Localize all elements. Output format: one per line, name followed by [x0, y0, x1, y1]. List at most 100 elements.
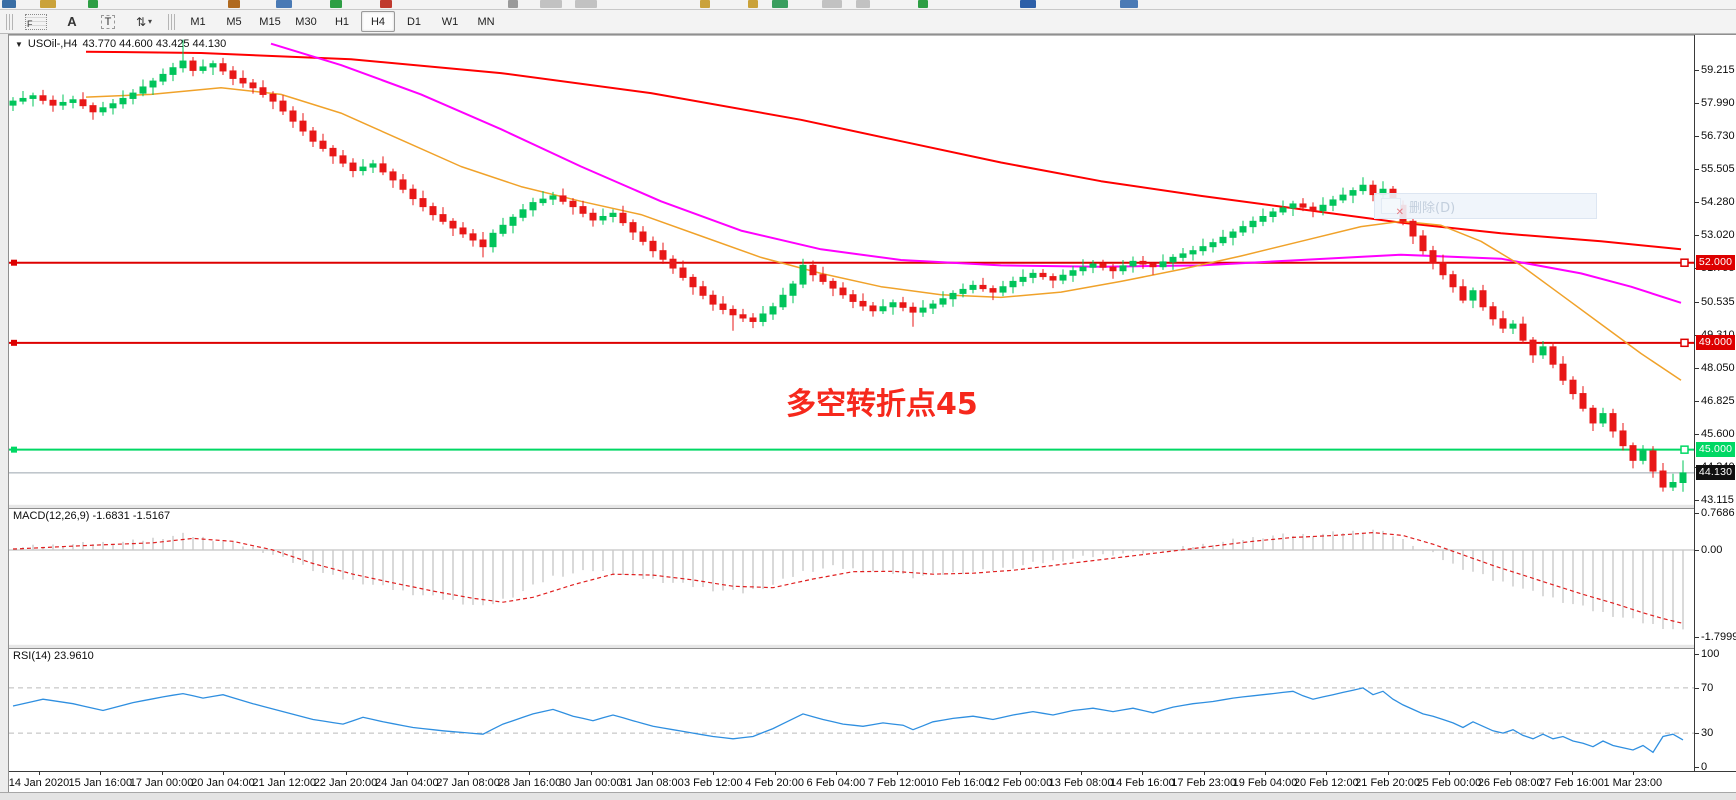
delete-icon [1381, 198, 1404, 218]
time-axis-label: 14 Jan 2020 [8, 777, 70, 789]
time-axis-tick [406, 772, 408, 775]
rsi-chart[interactable] [9, 647, 1694, 771]
time-axis-label: 4 Feb 20:00 [745, 777, 804, 789]
price-axis-border [1694, 35, 1695, 771]
time-axis-tick [529, 772, 531, 775]
price-tick-label: 54.280 [1701, 195, 1735, 208]
price-tick-label: 57.990 [1701, 96, 1735, 109]
axis-tick [1695, 500, 1699, 501]
panel-splitter[interactable] [9, 504, 1736, 509]
time-axis-tick [161, 772, 163, 775]
time-axis-label: 1 Mar 23:00 [1603, 777, 1663, 789]
tf-button-d1[interactable]: D1 [406, 15, 422, 28]
time-axis-label: 3 Feb 12:00 [683, 777, 743, 789]
tf-button-h1[interactable]: H1 [334, 15, 350, 28]
cutoff-toolbar-icon[interactable] [575, 0, 597, 8]
fibonacci-icon[interactable]: F [19, 11, 53, 32]
cutoff-toolbar-icon[interactable] [2, 0, 16, 8]
cutoff-toolbar-icon[interactable] [540, 0, 562, 8]
tf-button-h4[interactable]: H4 [361, 11, 395, 32]
macd-tick-label: 0.7686 [1701, 506, 1735, 519]
current-price-badge: 44.130 [1696, 464, 1735, 480]
cutoff-toolbar-icon[interactable] [508, 0, 518, 8]
toolbar-grip-2[interactable] [168, 13, 176, 30]
price-tick-label: 53.020 [1701, 229, 1735, 242]
cutoff-toolbar-icon[interactable] [856, 0, 870, 8]
macd-label: MACD(12,26,9) -1.6831 -1.5167 [13, 510, 171, 522]
rsi-tick-label: 30 [1701, 727, 1714, 740]
cutoff-toolbar-icon[interactable] [88, 0, 98, 8]
price-tick-label: 45.600 [1701, 427, 1735, 440]
ghost-delete-menu-label: 删除(D) [1409, 200, 1456, 216]
cutoff-toolbar-icon[interactable] [276, 0, 292, 8]
price-chart[interactable] [9, 35, 1694, 504]
axis-tick [1695, 433, 1699, 435]
axis-tick [1695, 687, 1699, 689]
axis-tick [1695, 102, 1699, 104]
chart-title: ▼ USOil-,H4 43.770 44.600 43.425 44.130 [15, 38, 226, 50]
cutoff-toolbar-icon[interactable] [380, 0, 392, 8]
price-tick-label: 56.730 [1701, 130, 1735, 143]
macd-tick-label: -1.7999 [1701, 630, 1736, 643]
toolbar-grip[interactable] [6, 13, 14, 30]
cutoff-toolbar-icon[interactable] [748, 0, 758, 8]
axis-tick [1695, 136, 1699, 138]
time-axis-label: 27 Feb 16:00 [1539, 777, 1604, 789]
time-axis-label: 20 Feb 12:00 [1293, 777, 1359, 789]
time-axis-tick [1081, 772, 1083, 775]
chevron-down-icon[interactable]: ▼ [15, 39, 23, 49]
price-axis[interactable]: 59.21557.99056.73055.50554.28053.02051.7… [1695, 35, 1736, 773]
time-axis-tick [1632, 772, 1634, 775]
time-axis-tick [468, 772, 470, 775]
label-icon: T [100, 14, 116, 29]
time-axis-tick [835, 772, 837, 775]
chart-annotation-text[interactable]: 多空转折点45 [786, 387, 978, 422]
time-axis[interactable]: 14 Jan 2020 15 Jan 16:00 17 Jan 00:00 20 Ja… [9, 771, 1736, 794]
arrows-dropdown-button[interactable]: ⇅ ▾ [127, 11, 161, 32]
time-axis-label: 12 Feb 00:00 [987, 777, 1053, 789]
cutoff-toolbar-icon[interactable] [228, 0, 240, 8]
time-axis-tick [713, 772, 715, 775]
time-axis-tick [345, 772, 347, 775]
axis-tick [1695, 767, 1699, 768]
cutoff-toolbar-icon[interactable] [40, 0, 56, 8]
tf-button-m15[interactable]: M15 [259, 15, 281, 28]
tf-button-m5[interactable]: M5 [226, 15, 242, 28]
tf-button-mn[interactable]: MN [477, 15, 495, 28]
tf-button-w1[interactable]: W1 [441, 15, 459, 28]
time-axis-label: 6 Feb 04:00 [806, 777, 866, 789]
price-tick-label: 59.215 [1701, 64, 1735, 76]
time-axis-label: 19 Feb 04:00 [1232, 777, 1298, 789]
time-axis-label: 13 Feb 08:00 [1048, 777, 1114, 789]
cutoff-toolbar-icon[interactable] [822, 0, 842, 8]
time-axis-tick [1571, 772, 1573, 775]
price-tick-label: 55.505 [1701, 163, 1735, 176]
toolbar-top-cutoff-strip [0, 0, 1736, 10]
arrows-icon: ⇅ [135, 14, 147, 29]
axis-tick [1695, 169, 1699, 171]
price-tick-label: 50.535 [1701, 295, 1735, 308]
cutoff-toolbar-icon[interactable] [1120, 0, 1138, 8]
cutoff-toolbar-icon[interactable] [772, 0, 788, 8]
chart-window[interactable]: ▼ USOil-,H4 43.770 44.600 43.425 44.130 … [8, 34, 1736, 794]
price-tick-label: 48.050 [1701, 362, 1735, 375]
cutoff-toolbar-icon[interactable] [700, 0, 710, 8]
time-axis-label: 10 Feb 16:00 [926, 777, 991, 789]
cutoff-toolbar-icon[interactable] [330, 0, 342, 8]
time-axis-tick [1326, 772, 1328, 775]
cutoff-toolbar-icon[interactable] [1020, 0, 1036, 8]
cutoff-toolbar-icon[interactable] [918, 0, 928, 8]
ghost-delete-menu-item[interactable]: 删除(D) [1374, 193, 1597, 219]
time-axis-tick [1019, 772, 1021, 775]
text-tool-button[interactable]: A [55, 11, 89, 32]
time-axis-tick [1203, 772, 1205, 775]
panel-splitter-2[interactable] [9, 644, 1736, 649]
rsi-label: RSI(14) 23.9610 [13, 650, 94, 662]
time-axis-label: 22 Jan 20:00 [313, 777, 378, 789]
tf-button-m1[interactable]: M1 [190, 15, 206, 28]
time-axis-tick [1448, 772, 1450, 775]
macd-chart[interactable] [9, 507, 1694, 644]
label-tool-button[interactable]: T [91, 11, 125, 32]
tf-button-m30[interactable]: M30 [295, 15, 317, 28]
time-axis-label: 14 Feb 16:00 [1109, 777, 1175, 789]
